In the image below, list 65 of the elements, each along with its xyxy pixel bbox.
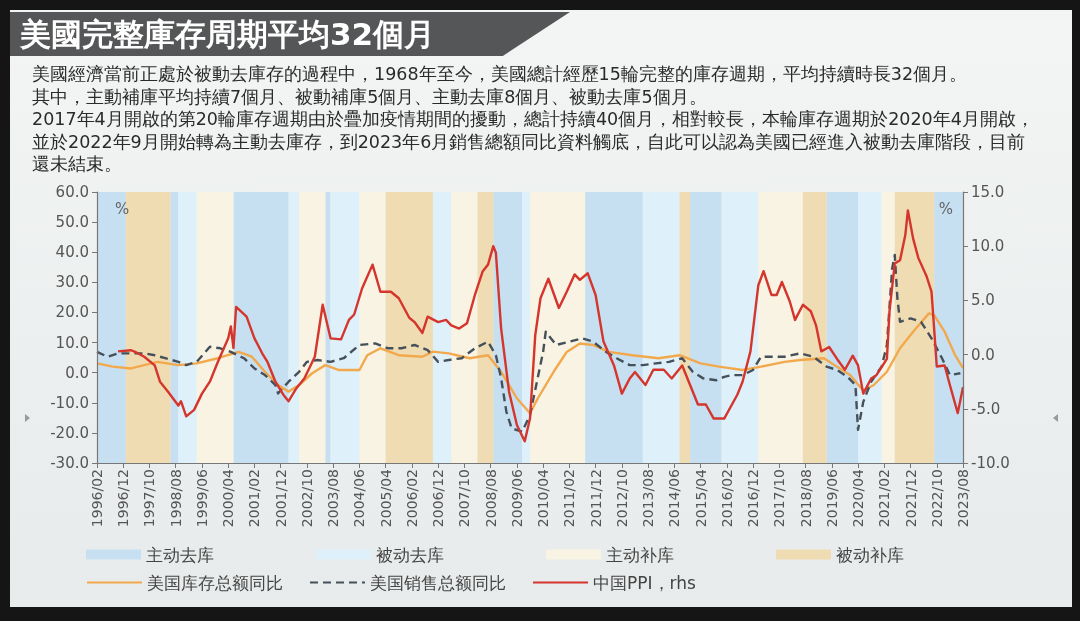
x-tick-label: 2016/12 [745, 469, 762, 528]
y-tick-label: 10.0 [55, 333, 89, 352]
x-tick-label: 2007/10 [456, 469, 473, 528]
y-tick-label: 0.0 [65, 363, 89, 382]
x-tick-label: 2005/04 [377, 468, 394, 528]
x-tick-label: 2022/10 [928, 469, 945, 528]
y-tick-label: 40.0 [55, 243, 89, 262]
y2-tick-label: -5.0 [971, 399, 1001, 418]
x-tick-label: 2015/04 [692, 468, 709, 528]
x-tick-label: 2002/10 [298, 469, 315, 528]
x-tick-label: 1997/10 [141, 469, 158, 528]
legend-label: 主动去库 [146, 544, 214, 565]
x-tick-label: 1996/02 [89, 469, 105, 528]
chart-title: 美國完整庫存周期平均32個月 [20, 15, 436, 53]
x-tick-label: 1998/08 [167, 469, 184, 528]
y-tick-label: 60.0 [55, 183, 89, 201]
x-tick-label: 2017/10 [771, 469, 788, 528]
x-tick-label: 2001/12 [272, 469, 289, 528]
legend-label: 美国销售总额同比 [370, 572, 506, 593]
x-tick-label: 2011/12 [587, 469, 604, 528]
x-tick-label: 2012/10 [613, 469, 630, 528]
y-tick-label: 30.0 [55, 273, 89, 292]
y-axis-title: % [115, 199, 130, 218]
x-tick-label: 2014/06 [666, 468, 683, 528]
text: 其中，主動補庫平均持續7個月、被動補庫5個月、主動去庫8個月、被動去庫5個月。 [32, 85, 708, 108]
x-tick-label: 2000/04 [220, 468, 237, 528]
y2-tick-label: 10.0 [971, 237, 1005, 256]
x-tick-label: 2006/12 [430, 469, 447, 528]
line-series [95, 253, 962, 433]
y-tick-label: -30.0 [50, 454, 89, 472]
x-tick-label: 1996/12 [115, 469, 132, 528]
x-tick-label: 2023/08 [955, 469, 971, 528]
legend-label: 美国库存总额同比 [147, 572, 283, 593]
y-tick-label: 50.0 [55, 213, 89, 232]
legend-label: 中国PPI，rhs [593, 572, 696, 593]
x-tick-label: 2008/08 [482, 469, 499, 528]
x-tick-label: 2016/02 [718, 469, 735, 528]
text: 2017年4月開啟的第20輪庫存週期由於疊加疫情期間的擾動，總計持續40個月，相對較長，本輪庫存週期於2020年4月開啟，並於2022年9月開始轉為主動去庫存，到2023年6月銷售總額同比資料觸底，自此可以認為美國已經進入被動去庫階段，目前還未結束。 [32, 108, 1035, 176]
x-tick-label: 2004/06 [351, 468, 368, 528]
y2-tick-label: 0.0 [971, 345, 995, 364]
legend-label: 主动补库 [606, 544, 674, 565]
chart-subtitle: 美國經濟當前正處於被動去庫存的過程中，1968年至今，美國總計經歷15輪完整的庫存週期，平均持續時長32個月。 [32, 63, 969, 86]
legend-label: 被动去库 [376, 544, 444, 565]
x-tick-label: 2001/02 [246, 469, 263, 528]
x-tick-label: 2019/06 [823, 468, 840, 528]
x-tick-label: 2020/04 [850, 468, 867, 528]
x-tick-label: 2006/02 [403, 469, 420, 528]
x-tick-label: 2021/12 [902, 469, 919, 528]
y-tick-label: -10.0 [50, 393, 89, 412]
x-tick-label: 1999/06 [193, 468, 210, 528]
x-tick-label: 2003/08 [325, 469, 342, 528]
y2-tick-label: -10.0 [971, 454, 1010, 472]
y2-tick-label: 5.0 [971, 291, 995, 310]
legend-label: 被动补库 [836, 544, 904, 565]
x-tick-label: 2013/08 [640, 469, 657, 528]
line-series [95, 312, 965, 415]
y2-tick-label: 15.0 [971, 183, 1005, 201]
x-tick-label: 2011/02 [561, 469, 578, 528]
y2-axis-title: % [938, 199, 953, 218]
x-tick-label: 2010/04 [535, 468, 552, 528]
x-tick-label: 2009/06 [508, 468, 525, 528]
y-tick-label: 20.0 [55, 303, 89, 322]
x-tick-label: 2018/08 [797, 469, 814, 528]
y-tick-label: -20.0 [50, 423, 89, 442]
x-tick-label: 2021/02 [876, 469, 893, 528]
